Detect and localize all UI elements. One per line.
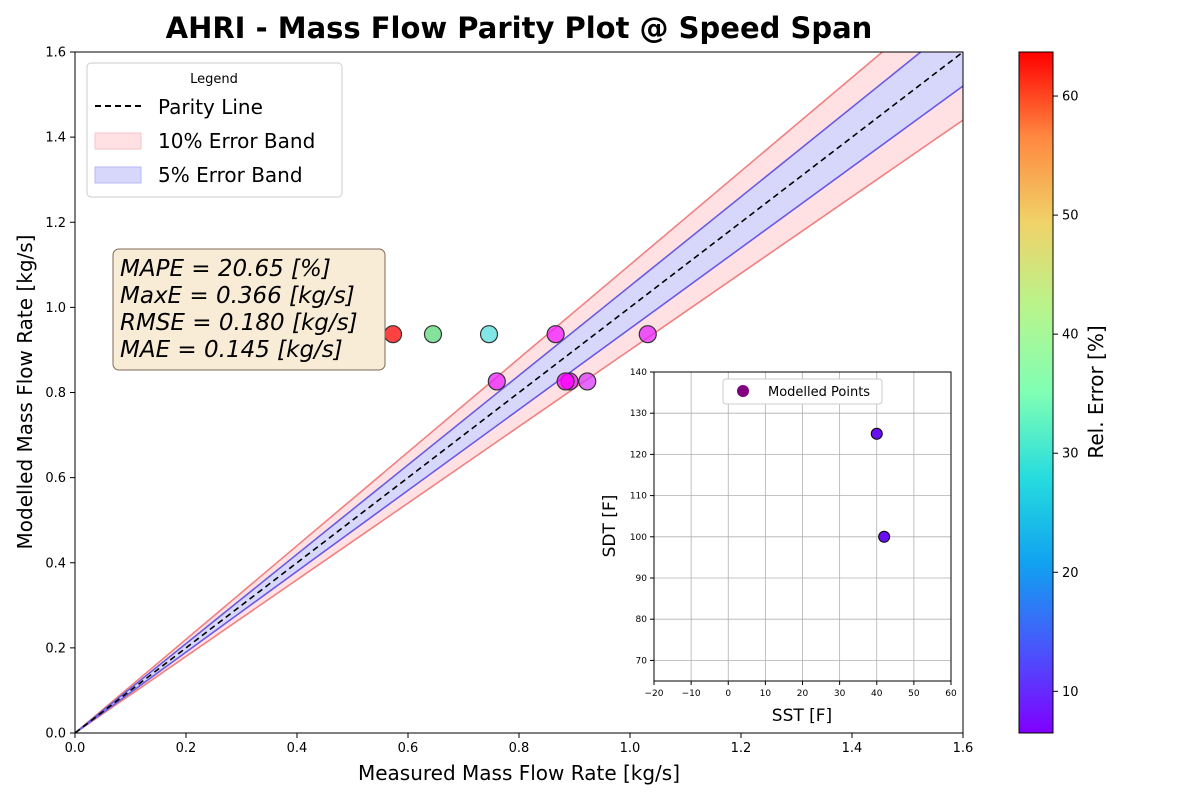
y-tick-label: 1.0 <box>45 301 66 316</box>
error-band-10-upper-edge <box>75 52 884 733</box>
inset-y-tick-label: 130 <box>630 409 647 419</box>
error-band-5-swatch <box>94 166 142 184</box>
legend-10-error-band: 10% Error Band <box>158 129 315 153</box>
y-axis-label: Modelled Mass Flow Rate [kg/s] <box>13 235 37 550</box>
data-point <box>487 372 506 391</box>
inset-x-tick-label: −20 <box>645 689 664 699</box>
inset-x-tick-label: 20 <box>797 689 809 699</box>
inset-y-tick-label: 70 <box>636 656 648 666</box>
chart-title: AHRI - Mass Flow Parity Plot @ Speed Spa… <box>166 11 873 45</box>
x-tick-label: 0.6 <box>398 741 419 756</box>
data-point <box>556 372 575 391</box>
data-point <box>578 372 597 391</box>
colorbar-tick-label: 10 <box>1062 685 1079 700</box>
y-tick-label: 1.2 <box>45 216 66 231</box>
stats-box: MAPE = 20.65 [%] MaxE = 0.366 [kg/s] RMS… <box>112 248 386 371</box>
x-tick-label: 1.0 <box>620 741 641 756</box>
error-band-10-swatch <box>94 132 142 150</box>
inset-points <box>870 427 891 543</box>
colorbar-tick-label: 40 <box>1062 328 1079 343</box>
y-tick-label: 0.0 <box>45 727 66 742</box>
inset-x-tick-label: −10 <box>682 689 701 699</box>
colorbar-tick-label: 30 <box>1062 447 1079 462</box>
error-band-10-lower-edge <box>75 119 963 733</box>
inset-x-axis-label: SST [F] <box>772 706 832 726</box>
y-tick-label: 1.4 <box>45 131 66 146</box>
legend-frame <box>86 62 343 198</box>
x-tick-label: 1.4 <box>842 741 863 756</box>
colorbar-gradient <box>1018 51 1054 734</box>
inset-y-axis-ticks: 70 80 90 100 110 120 130 140 <box>630 368 654 666</box>
inset-x-tick-label: 40 <box>871 689 883 699</box>
y-tick-label: 0.4 <box>45 556 66 571</box>
x-tick-label: 0.2 <box>176 741 197 756</box>
data-point <box>546 325 565 344</box>
legend: Legend Parity Line 10% Error Band 5% Err… <box>86 62 343 198</box>
inset-y-tick-label: 90 <box>636 574 648 584</box>
x-tick-label: 0.8 <box>509 741 530 756</box>
legend-parity-line: Parity Line <box>158 95 263 119</box>
stats-rmse: RMSE = 0.180 [kg/s] <box>120 310 358 336</box>
error-bands <box>75 52 963 733</box>
stats-mae: MAE = 0.145 [kg/s] <box>120 337 343 363</box>
y-tick-label: 0.2 <box>45 641 66 656</box>
inset-y-axis-label: SDT [F] <box>600 495 620 558</box>
y-tick-label: 1.6 <box>45 46 66 61</box>
stats-maxe: MaxE = 0.366 [kg/s] <box>120 283 355 309</box>
inset-y-tick-label: 80 <box>636 615 648 625</box>
inset-point <box>870 427 883 440</box>
inset-legend-marker <box>737 385 749 397</box>
inset-y-tick-label: 120 <box>630 450 647 460</box>
x-axis-ticks: 0.0 0.2 0.4 0.6 0.8 1.0 1.2 1.4 1.6 <box>65 733 974 756</box>
data-points <box>383 325 657 391</box>
inset-y-tick-label: 140 <box>630 368 647 378</box>
colorbar-tick-label: 60 <box>1062 90 1079 105</box>
y-tick-label: 0.6 <box>45 471 66 486</box>
inset-point <box>878 530 891 543</box>
error-band-5 <box>75 52 963 733</box>
data-point <box>423 325 443 344</box>
x-tick-label: 1.6 <box>953 741 974 756</box>
x-axis-label: Measured Mass Flow Rate [kg/s] <box>358 761 680 785</box>
error-band-5-lower-edge <box>75 85 963 733</box>
parity-line <box>75 52 963 733</box>
legend-title: Legend <box>190 72 238 87</box>
error-band-5-upper-edge <box>75 52 922 733</box>
data-point <box>479 325 499 344</box>
inset-x-tick-label: 10 <box>760 689 772 699</box>
stats-mape: MAPE = 20.65 [%] <box>120 256 331 282</box>
colorbar-ticks: 10 20 30 40 50 60 <box>1053 90 1079 700</box>
data-point <box>638 325 657 344</box>
colorbar-tick-label: 20 <box>1062 566 1079 581</box>
y-axis-ticks: 0.0 0.2 0.4 0.6 0.8 1.0 1.2 1.4 1.6 <box>45 46 75 742</box>
inset-legend-label: Modelled Points <box>768 385 870 400</box>
inset-x-tick-label: 0 <box>725 689 731 699</box>
inset-x-tick-label: 50 <box>908 689 920 699</box>
legend-5-error-band: 5% Error Band <box>158 163 303 187</box>
inset-y-tick-label: 100 <box>630 533 647 543</box>
data-point <box>383 325 403 344</box>
inset-plot: −20 −10 0 10 20 30 40 50 60 70 80 90 100 110 120 130 14… <box>600 368 957 726</box>
stats-box-frame <box>112 248 386 371</box>
x-tick-label: 1.2 <box>731 741 752 756</box>
x-tick-label: 0.0 <box>65 741 86 756</box>
inset-legend-frame <box>722 378 883 405</box>
inset-x-tick-label: 30 <box>834 689 846 699</box>
x-tick-label: 0.4 <box>287 741 308 756</box>
colorbar-label: Rel. Error [%] <box>1084 325 1108 458</box>
inset-y-tick-label: 110 <box>630 492 647 502</box>
inset-x-axis-ticks: −20 −10 0 10 20 30 40 50 60 <box>645 681 957 699</box>
inset-x-tick-label: 60 <box>945 689 957 699</box>
y-tick-label: 0.8 <box>45 386 66 401</box>
colorbar-tick-label: 50 <box>1062 209 1079 224</box>
colorbar: 10 20 30 40 50 60 Rel. Error [%] <box>1018 51 1108 734</box>
